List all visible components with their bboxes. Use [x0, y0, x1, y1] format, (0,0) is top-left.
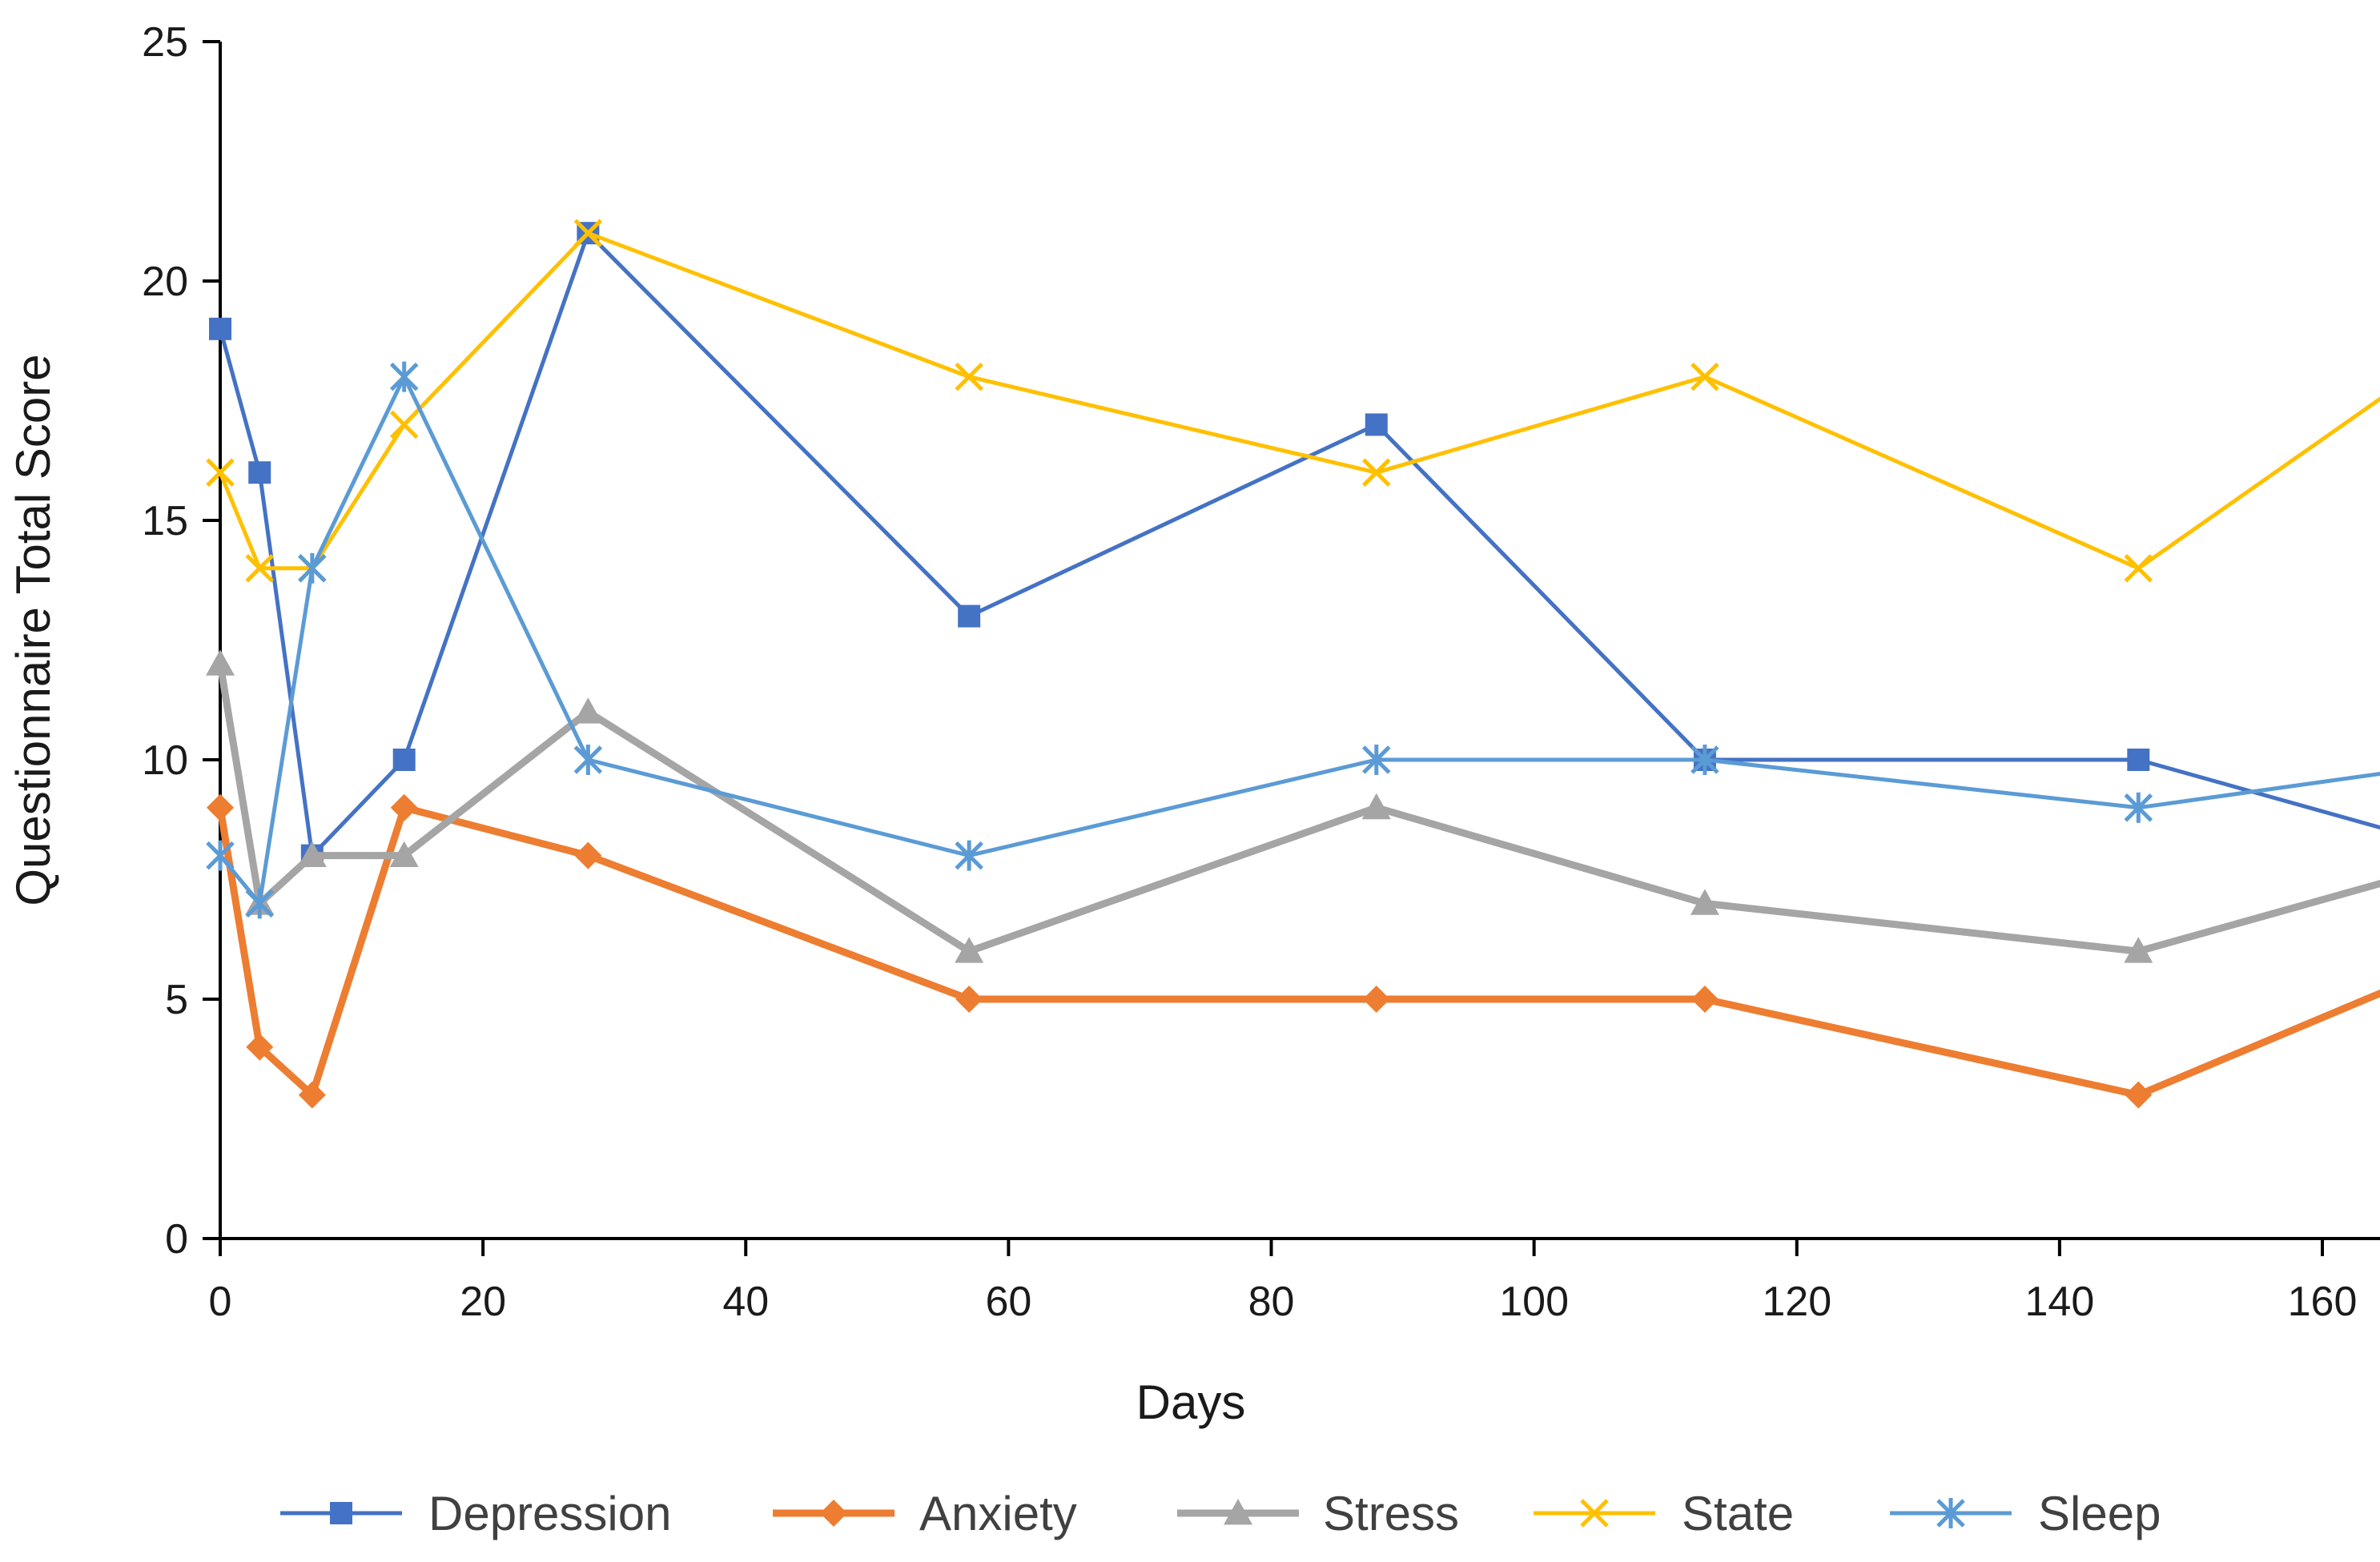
- data-point-anxiety: [955, 986, 983, 1013]
- data-point-sleep: [389, 361, 419, 392]
- series-sleep: [206, 361, 2380, 919]
- x-tick-label: 160: [2288, 1279, 2358, 1325]
- y-tick-label: 0: [165, 1216, 188, 1263]
- data-point-anxiety: [1362, 986, 1390, 1013]
- legend-item-state: State: [1534, 1487, 1794, 1540]
- data-point-state-stroke: [206, 458, 235, 487]
- data-point-state: [389, 410, 419, 440]
- data-point-depression: [2127, 749, 2150, 771]
- data-point-depression: [958, 604, 981, 628]
- data-point-state: [245, 554, 274, 583]
- legend-label-depression: Depression: [428, 1487, 672, 1540]
- data-point-state-stroke: [389, 410, 419, 440]
- legend-label-sleep: Sleep: [2038, 1487, 2161, 1540]
- series-line-sleep: [218, 375, 2380, 905]
- data-point-state-stroke: [1361, 458, 1391, 487]
- x-tick-label: 0: [209, 1279, 232, 1325]
- x-tick-label: 140: [2024, 1279, 2094, 1325]
- data-point-anxiety: [1691, 986, 1719, 1013]
- data-point-sleep: [1361, 745, 1391, 775]
- legend-marker-state: [1580, 1499, 1609, 1528]
- data-point-state-stroke: [573, 219, 603, 247]
- data-point-state: [1361, 458, 1391, 487]
- series-state: [206, 219, 2380, 583]
- y-tick-label: 25: [142, 19, 188, 66]
- series-line-stress: [216, 660, 2380, 955]
- data-point-stress: [955, 937, 984, 963]
- y-tick-label: 20: [142, 259, 188, 305]
- data-point-sleep: [2124, 792, 2153, 823]
- data-point-anxiety: [207, 793, 234, 821]
- axes: 0 5 10 15 20 25 0 20 40 60 80 100 120 140 160: [142, 19, 2380, 1325]
- data-point-depression: [209, 317, 231, 340]
- series-stress: [206, 649, 2380, 963]
- y-tick-label: 10: [142, 737, 188, 784]
- x-axis-title: Days: [1136, 1375, 1246, 1429]
- legend-marker-state-stroke: [1580, 1499, 1609, 1528]
- legend-item-depression: Depression: [280, 1487, 672, 1540]
- x-tick-label: 100: [1499, 1279, 1569, 1325]
- legend-label-state: State: [1682, 1487, 1794, 1540]
- data-point-anxiety: [574, 841, 602, 869]
- x-tick-label: 120: [1762, 1279, 1831, 1325]
- data-point-state: [206, 458, 235, 487]
- legend-marker-anxiety: [820, 1500, 847, 1527]
- data-point-anxiety: [2125, 1081, 2153, 1109]
- x-tick-label: 80: [1248, 1279, 1295, 1325]
- data-point-depression: [392, 749, 416, 771]
- data-point-sleep: [298, 552, 327, 584]
- legend: Depression Anxiety Stress State Sleep: [280, 1487, 2161, 1540]
- legend-marker-stress: [1224, 1499, 1252, 1525]
- legend-marker-sleep: [1936, 1498, 1965, 1528]
- y-tick-label: 15: [142, 498, 188, 544]
- data-point-anxiety: [246, 1033, 274, 1061]
- data-point-sleep: [955, 840, 983, 871]
- data-point-state: [2124, 554, 2153, 583]
- legend-item-sleep: Sleep: [1890, 1487, 2161, 1540]
- legend-item-stress: Stress: [1177, 1487, 1459, 1540]
- data-point-stress: [1690, 889, 1719, 915]
- series-anxiety: [207, 793, 2380, 1109]
- data-point-sleep: [245, 888, 274, 919]
- data-point-depression: [248, 461, 271, 484]
- data-point-stress: [297, 841, 327, 867]
- data-point-state: [955, 362, 983, 392]
- data-point-state-stroke: [955, 362, 983, 392]
- series-depression: [209, 222, 2380, 867]
- x-tick-label: 20: [460, 1279, 506, 1325]
- x-tick-label: 40: [722, 1279, 769, 1325]
- data-point-state: [573, 219, 603, 247]
- x-tick-label: 60: [985, 1279, 1031, 1325]
- series-line-depression: [218, 231, 2380, 858]
- data-point-state: [1691, 362, 1719, 392]
- data-point-sleep: [573, 745, 603, 775]
- data-point-state-stroke: [245, 554, 274, 583]
- data-point-depression: [1365, 413, 1388, 436]
- data-point-stress: [389, 841, 419, 867]
- y-tick-label: 5: [165, 977, 188, 1023]
- data-point-stress: [2124, 937, 2153, 963]
- data-point-state-stroke: [1691, 362, 1719, 392]
- data-point-stress: [573, 697, 603, 724]
- data-point-anxiety: [390, 793, 418, 821]
- legend-marker-depression: [330, 1502, 352, 1524]
- data-point-stress: [1361, 793, 1391, 820]
- legend-label-stress: Stress: [1323, 1487, 1459, 1540]
- legend-label-anxiety: Anxiety: [919, 1487, 1077, 1540]
- data-point-stress: [206, 649, 235, 676]
- data-point-anxiety: [298, 1081, 326, 1109]
- legend-item-anxiety: Anxiety: [773, 1487, 1077, 1540]
- data-point-sleep: [1691, 745, 1719, 775]
- y-axis-title: Questionnaire Total Score: [6, 354, 60, 905]
- series-line-state: [218, 231, 2380, 571]
- series-layer: [206, 219, 2380, 1109]
- series-line-anxiety: [216, 804, 2380, 1099]
- data-point-state-stroke: [2124, 554, 2153, 583]
- data-point-sleep: [206, 840, 235, 871]
